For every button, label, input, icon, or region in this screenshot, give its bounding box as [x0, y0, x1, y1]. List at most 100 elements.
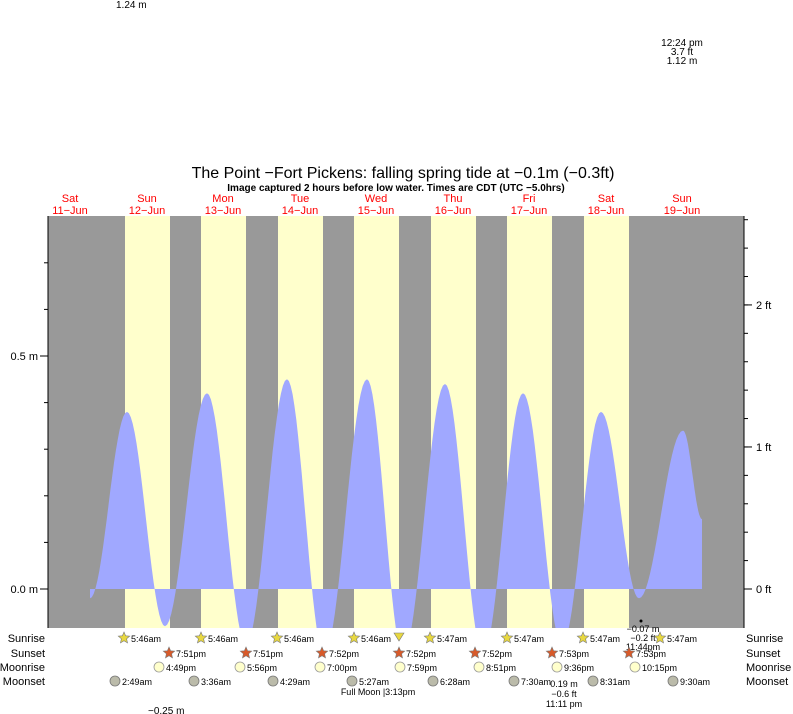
sunrise-icon [576, 631, 590, 644]
moonset-icon [667, 675, 679, 687]
astro-events: Sunrise Sunrise Sunset Sunset Moonrise Moonri… [0, 631, 791, 688]
day-header-date-1: 12−Jun [129, 205, 165, 217]
moonset-time-5: 7:30am [521, 677, 551, 687]
moonrise-icon [314, 661, 326, 673]
day-header-dow-6: Fri [523, 193, 536, 205]
day-header-date-7: 18−Jun [588, 205, 624, 217]
sunset-icon [468, 646, 482, 659]
right-tick-label-2: 2 ft [756, 300, 771, 312]
moonrise-icon [629, 661, 641, 673]
bottom-left-height-label: −0.25 m [148, 706, 184, 714]
moonrise-time-3: 7:59pm [407, 663, 437, 673]
sunrise-icon [270, 631, 284, 644]
right-tick-label-0: 0 ft [756, 584, 771, 596]
day-header-date-4: 15−Jun [358, 205, 394, 217]
day-header-date-0: 11−Jun [52, 205, 88, 217]
low-tide-sat-time: 11:44pm [626, 642, 660, 652]
sunset-time-0: 7:51pm [176, 649, 206, 659]
moonset-icon [587, 675, 599, 687]
day-header-date-2: 13−Jun [205, 205, 241, 217]
sunset-time-2: 7:52pm [329, 649, 359, 659]
sunrise-time-1: 5:46am [208, 634, 238, 644]
row-label-right-0: Sunrise [746, 633, 783, 645]
sunrise-icon [347, 631, 361, 644]
day-night-bands [48, 216, 744, 628]
sunrise-icon [423, 631, 437, 644]
day-header-date-3: 14−Jun [282, 205, 318, 217]
row-label-left-1: Sunset [11, 648, 45, 660]
sunrise-time-0: 5:46am [131, 634, 161, 644]
day-header-date-6: 17−Jun [511, 205, 547, 217]
moonset-icon [427, 675, 439, 687]
sunset-icon [545, 646, 559, 659]
sunset-time-4: 7:52pm [482, 649, 512, 659]
low-tide-sat-m: −0.07 m [627, 624, 660, 634]
moonrise-icon [234, 661, 246, 673]
moonset-icon [109, 675, 121, 687]
row-label-right-2: Moonrise [746, 662, 791, 674]
left-tick-label-0: 0.0 m [10, 584, 38, 596]
left-tick-label-05: 0.5 m [10, 351, 38, 363]
moonset-time-0: 2:49am [122, 677, 152, 687]
moonset-icon [508, 675, 520, 687]
sunset-time-3: 7:52pm [406, 649, 436, 659]
day-headers: Sat11−JunSun12−JunMon13−JunTue14−JunWed1… [52, 193, 700, 217]
row-label-left-0: Sunrise [8, 633, 45, 645]
moonrise-icon [394, 661, 406, 673]
low-tide-fri-m: 0.19 m [550, 679, 578, 689]
chart-subtitle: Image captured 2 hours before low water.… [227, 183, 564, 194]
row-label-right-1: Sunset [746, 648, 780, 660]
day-header-date-8: 19−Jun [664, 205, 700, 217]
moonrise-icon [473, 661, 485, 673]
row-label-left-3: Moonset [3, 676, 45, 688]
moonset-time-3: 5:27am [359, 677, 389, 687]
sunrise-icon [117, 631, 131, 644]
day-header-dow-5: Thu [444, 193, 463, 205]
moonset-time-6: 8:31am [600, 677, 630, 687]
day-header-dow-4: Wed [365, 193, 387, 205]
full-moon-label: Full Moon |3:13pm [341, 687, 415, 697]
tide-curve [90, 379, 702, 628]
row-label-right-3: Moonset [746, 676, 788, 688]
day-header-dow-7: Sat [598, 193, 615, 205]
sunrise-time-6: 5:47am [590, 634, 620, 644]
low-tide-sat-marker [639, 619, 643, 623]
day-header-dow-8: Sun [672, 193, 692, 205]
moonrise-time-0: 4:49pm [166, 663, 196, 673]
chart-title: The Point −Fort Pickens: falling spring … [192, 165, 615, 182]
day-header-dow-1: Sun [137, 193, 157, 205]
sunset-icon [162, 646, 176, 659]
top-right-time-label: 12:24 pm [661, 38, 703, 49]
sunrise-time-2: 5:46am [284, 634, 314, 644]
moonset-time-7: 9:30am [680, 677, 710, 687]
top-left-height-label: 1.24 m [116, 0, 147, 11]
sunset-time-1: 7:51pm [253, 649, 283, 659]
sunrise-time-5: 5:47am [514, 634, 544, 644]
low-tide-fri-ft: −0.6 ft [551, 689, 577, 699]
moonset-icon [346, 675, 358, 687]
moonset-icon [267, 675, 279, 687]
moonrise-time-5: 9:36pm [564, 663, 594, 673]
day-header-date-5: 16−Jun [435, 205, 471, 217]
moonrise-time-1: 5:56pm [247, 663, 277, 673]
low-tide-fri-time: 11:11 pm [546, 699, 582, 709]
moonrise-icon [153, 661, 165, 673]
moonset-time-2: 4:29am [280, 677, 310, 687]
sunrise-icon [194, 631, 208, 644]
sunset-icon [622, 646, 636, 659]
sunset-time-6: 7:53pm [636, 649, 666, 659]
day-header-dow-2: Mon [212, 193, 233, 205]
sunrise-icon [653, 631, 667, 644]
moonset-time-4: 6:28am [440, 677, 470, 687]
moonrise-icon [551, 661, 563, 673]
sunrise-icon [500, 631, 514, 644]
sunset-triangle-icon [393, 632, 405, 642]
top-right-m-label: 1.12 m [667, 56, 698, 67]
top-right-ft-label: 3.7 ft [671, 47, 693, 58]
sunset-icon [392, 646, 406, 659]
moonset-icon [188, 675, 200, 687]
moonrise-time-4: 8:51pm [486, 663, 516, 673]
sunset-icon [239, 646, 253, 659]
sunset-time-5: 7:53pm [559, 649, 589, 659]
